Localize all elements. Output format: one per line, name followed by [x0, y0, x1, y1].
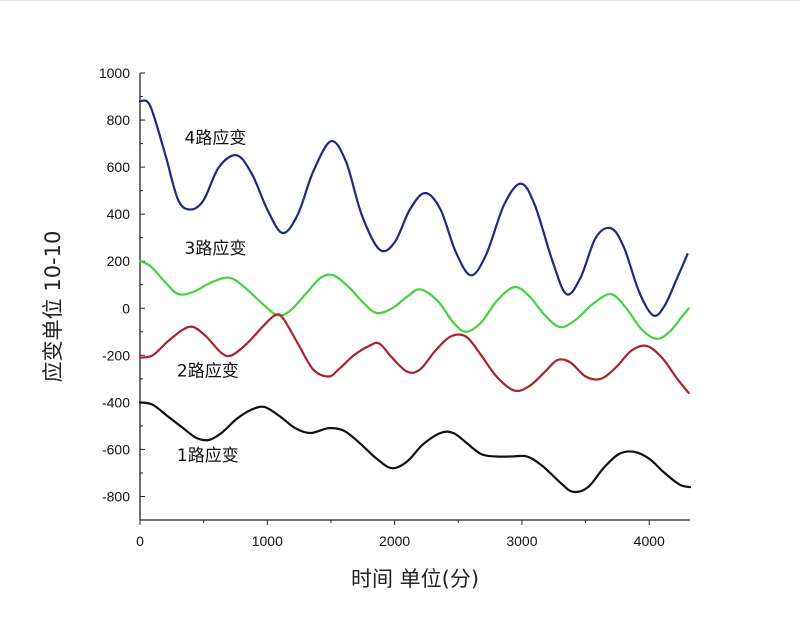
y-tick-label: 200: [107, 253, 131, 269]
series-label-2: 2路应变: [177, 361, 239, 381]
series-line-2: [138, 313, 690, 395]
series-line-1: [138, 401, 692, 494]
top-divider: [0, 0, 800, 1]
x-axis-title: 时间 单位(分): [351, 567, 479, 591]
series-line-3: [138, 260, 690, 340]
y-tick-label: -800: [102, 488, 130, 504]
y-axis-title: 应变单位 10-10: [41, 231, 65, 383]
y-tick-label: 400: [107, 206, 131, 222]
series-label-4: 4路应变: [185, 129, 247, 149]
series-label-1: 1路应变: [177, 446, 239, 466]
x-tick-label: 1000: [252, 533, 283, 549]
y-tick-label: 600: [107, 159, 131, 175]
x-tick-label: 0: [136, 533, 144, 549]
y-tick-label: 1000: [99, 65, 130, 81]
series-line-4: [138, 99, 689, 317]
x-tick-label: 4000: [634, 533, 665, 549]
axes: [139, 73, 690, 521]
series-labels: 4路应变 3路应变 2路应变 1路应变: [177, 129, 246, 467]
y-tick-label: -200: [102, 347, 130, 363]
x-tick-label: 2000: [379, 533, 410, 549]
y-tick-label: -400: [102, 394, 130, 410]
x-tick-label: 3000: [506, 533, 537, 549]
ticks: -800 -600 -400 -200 0 200 400 600 800 1000 0 1000 20…: [99, 65, 665, 549]
series-lines: [138, 99, 692, 494]
series-label-3: 3路应变: [185, 239, 247, 259]
y-tick-label: -600: [102, 441, 130, 457]
y-tick-label: 0: [122, 300, 130, 316]
y-tick-label: 800: [107, 112, 131, 128]
